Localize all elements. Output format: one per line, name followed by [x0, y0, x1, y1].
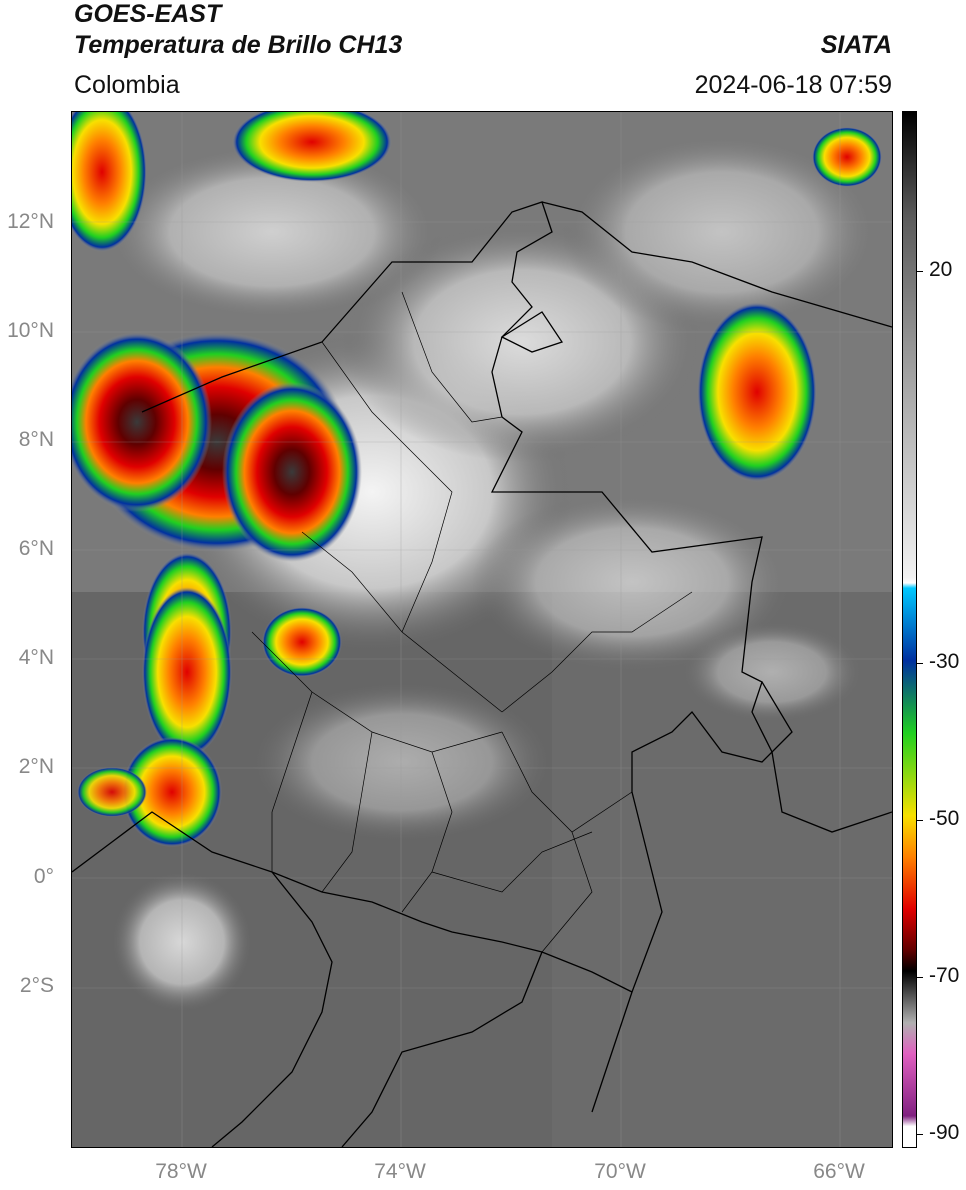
lat-label-8n: 8°N — [18, 428, 54, 451]
temperature-colorbar — [902, 111, 917, 1148]
region-label: Colombia — [74, 71, 180, 99]
lat-label-2n: 2°N — [18, 755, 54, 778]
graticule — [72, 112, 892, 1147]
colorbar-tick — [917, 977, 923, 978]
colorbar-label-minus70: -70 — [929, 964, 960, 987]
lat-label-10n: 10°N — [7, 319, 54, 342]
lat-label-4n: 4°N — [18, 646, 54, 669]
lon-label-66w: 66°W — [813, 1160, 865, 1183]
colorbar-tick — [917, 271, 923, 272]
lon-label-74w: 74°W — [374, 1160, 426, 1183]
convective-storms — [72, 112, 882, 847]
colorbar-label-minus30: -30 — [929, 650, 960, 673]
lat-label-2s: 2°S — [19, 974, 54, 997]
colorbar-label-minus50: -50 — [929, 807, 960, 830]
colorbar-tick — [917, 1134, 923, 1135]
lat-label-0: 0° — [33, 865, 54, 888]
lon-label-70w: 70°W — [594, 1160, 646, 1183]
product-title: Temperatura de Brillo CH13 — [74, 31, 403, 59]
agency-label: SIATA — [820, 31, 892, 59]
colorbar-label-minus90: -90 — [929, 1121, 960, 1144]
department-borders — [251, 291, 693, 953]
colorbar-label-20: 20 — [929, 258, 953, 281]
brightness-temperature-image — [72, 112, 892, 1147]
lon-label-78w: 78°W — [155, 1160, 207, 1183]
lat-label-6n: 6°N — [18, 537, 54, 560]
datetime-label: 2024-06-18 07:59 — [694, 71, 892, 99]
satellite-map[interactable] — [71, 111, 893, 1148]
colorbar-tick — [917, 820, 923, 821]
colorbar-tick — [917, 663, 923, 664]
lat-label-12n: 12°N — [7, 210, 54, 233]
satellite-title: GOES-EAST — [74, 0, 222, 28]
